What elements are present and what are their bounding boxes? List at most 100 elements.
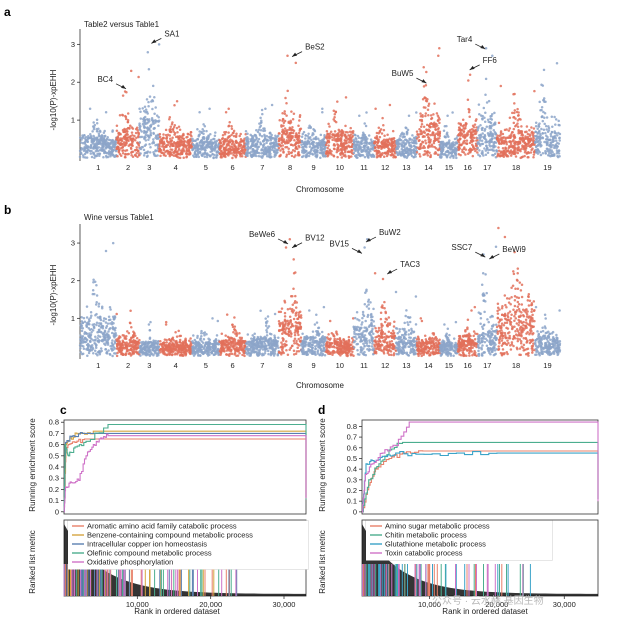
data-point [279,153,282,157]
data-point [486,151,490,155]
data-point [114,326,117,330]
data-point [453,137,457,141]
data-point [420,142,423,146]
data-point [285,114,288,117]
data-point [300,155,304,159]
data-point [104,249,108,253]
data-point [175,339,178,343]
data-point [111,143,115,146]
data-point [204,146,208,149]
data-point [138,141,142,144]
data-point [471,130,475,133]
data-point [527,156,530,159]
data-point [101,134,104,137]
data-point [363,122,366,125]
data-point [259,116,262,120]
data-point [358,114,361,117]
data-point [542,98,545,102]
x-tick-label: 4 [174,361,178,370]
data-point [255,143,258,147]
data-point [424,142,428,145]
data-point [309,142,312,146]
data-point [201,144,204,147]
data-point [415,137,419,140]
data-point [493,152,497,155]
data-point [110,331,114,335]
data-point [455,141,458,144]
data-point [481,114,484,118]
data-point [124,138,127,141]
data-point [446,142,450,145]
data-point [141,107,144,110]
panel-label-c: c [60,403,67,417]
data-point [177,329,180,333]
data-point [100,146,103,150]
data-point [202,136,206,140]
data-point [111,153,115,156]
data-point [339,153,342,156]
data-point [290,151,294,154]
data-point [489,115,492,118]
data-point [176,350,180,353]
data-point [184,343,187,346]
data-point [139,152,142,155]
data-point [172,151,175,154]
data-point [134,149,138,152]
data-point [130,131,134,134]
data-point [429,133,432,137]
data-point [471,148,474,151]
data-point [348,130,352,134]
data-point [336,155,339,159]
data-point [500,154,504,157]
data-point [493,122,496,125]
data-point [98,349,101,353]
data-point [215,342,218,346]
data-point [111,354,114,358]
data-point [172,130,175,133]
data-point [95,136,99,139]
data-point [327,144,330,147]
data-point [89,152,93,155]
data-point [85,156,89,159]
data-point [380,132,384,135]
data-point [106,322,110,325]
data-point [179,334,183,338]
data-point [351,129,355,133]
data-point [462,130,466,133]
data-point [209,342,212,346]
data-point [510,133,513,136]
data-point [215,156,218,159]
data-point [496,134,499,137]
data-point [523,130,527,134]
data-point [225,313,229,316]
data-point [246,147,250,151]
data-point [128,126,131,130]
data-point [490,140,494,144]
data-point [129,137,133,141]
data-point [375,131,379,135]
data-point [145,346,148,349]
data-point [100,331,103,334]
data-point [423,131,427,134]
data-point [239,155,242,158]
data-point [270,103,274,107]
data-point [347,154,350,158]
data-point [457,152,461,156]
data-point [283,127,287,130]
data-point [268,146,271,149]
data-point [481,142,485,146]
data-point [543,122,546,126]
data-point [504,151,507,155]
data-point [256,130,260,134]
data-point [374,107,377,110]
data-point [352,151,356,155]
data-point [467,130,470,133]
data-point [122,141,126,144]
data-point [136,340,140,344]
data-point [135,337,139,340]
data-point [484,46,488,50]
data-point [418,152,421,156]
data-point [533,89,536,93]
data-point [289,131,293,135]
data-point [322,147,325,151]
